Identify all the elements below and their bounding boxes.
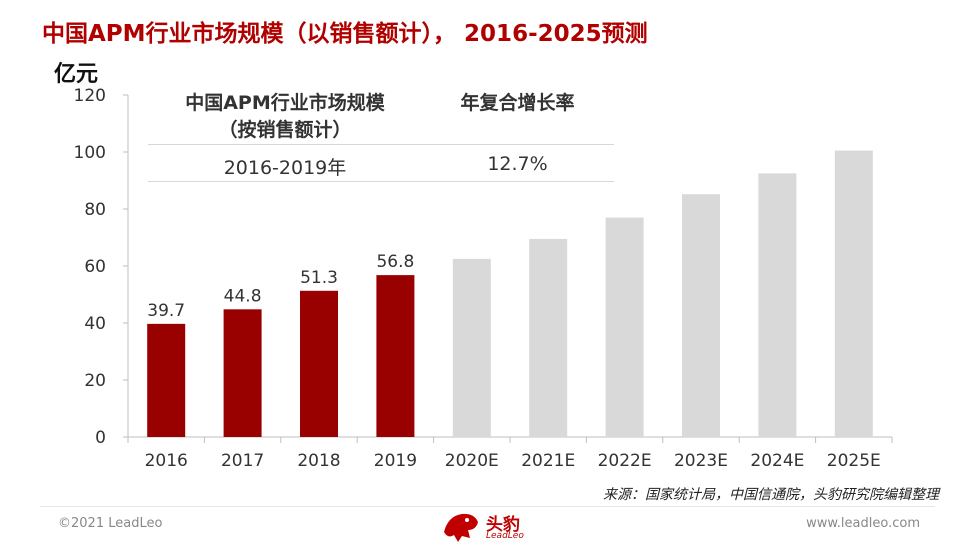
- y-axis-unit: 亿元: [54, 62, 99, 87]
- x-category-label: 2024E: [750, 451, 804, 471]
- website-link[interactable]: www.leadleo.com: [806, 516, 920, 531]
- table-divider: [148, 144, 614, 145]
- y-tick-label: 120: [74, 86, 106, 106]
- forecast-bar: [452, 258, 491, 437]
- x-category-label: 2022E: [598, 451, 652, 471]
- logo-text: 头豹: [486, 515, 520, 535]
- chart-title: 中国APM行业市场规模（以销售额计）， 2016-2025预测: [42, 21, 648, 47]
- forecast-bar: [682, 194, 720, 437]
- bar-value-label: 39.7: [147, 301, 185, 321]
- logo-subtext: LeadLeo: [486, 531, 524, 541]
- table-header-cagr: 年复合增长率: [460, 92, 575, 114]
- y-tick-label: 40: [84, 314, 106, 334]
- x-category-label: 2025E: [827, 451, 881, 471]
- bar-value-label: 51.3: [300, 268, 338, 288]
- x-category-label: 2018: [297, 451, 340, 471]
- x-category-label: 2016: [145, 451, 188, 471]
- forecast-bar: [529, 238, 568, 437]
- actual-bar: [223, 309, 262, 437]
- table-divider: [148, 181, 614, 182]
- leadleo-logo: 头豹 LeadLeo: [440, 508, 530, 546]
- bar-value-label: 44.8: [224, 286, 262, 306]
- table-cell-period: 2016-2019年: [223, 157, 347, 179]
- y-tick-label: 80: [84, 200, 106, 220]
- source-note: 来源：国家统计局，中国信通院，头豹研究院编辑整理: [603, 487, 939, 503]
- table-header-market-size: 中国APM行业市场规模: [185, 92, 385, 114]
- bar-value-label: 56.8: [376, 252, 414, 272]
- x-category-label: 2023E: [674, 451, 728, 471]
- x-category-label: 2020E: [445, 451, 499, 471]
- table-cell-cagr: 12.7%: [487, 153, 548, 175]
- x-category-label: 2017: [221, 451, 264, 471]
- y-tick-label: 100: [74, 143, 106, 163]
- table-header-market-size-sub: （按销售额计）: [218, 119, 352, 141]
- x-category-label: 2019: [374, 451, 417, 471]
- copyright-text: ©2021 LeadLeo: [58, 516, 163, 531]
- footer-divider: [40, 506, 935, 507]
- leopard-logo-icon: [444, 513, 478, 542]
- forecast-bar: [834, 150, 873, 437]
- forecast-bar: [758, 173, 797, 437]
- y-tick-label: 60: [84, 257, 106, 277]
- actual-bar: [300, 290, 338, 437]
- y-tick-label: 0: [95, 428, 106, 448]
- x-category-label: 2021E: [521, 451, 575, 471]
- actual-bar: [376, 275, 415, 437]
- y-tick-label: 20: [84, 371, 106, 391]
- actual-bar: [147, 323, 186, 437]
- forecast-bar: [605, 217, 644, 437]
